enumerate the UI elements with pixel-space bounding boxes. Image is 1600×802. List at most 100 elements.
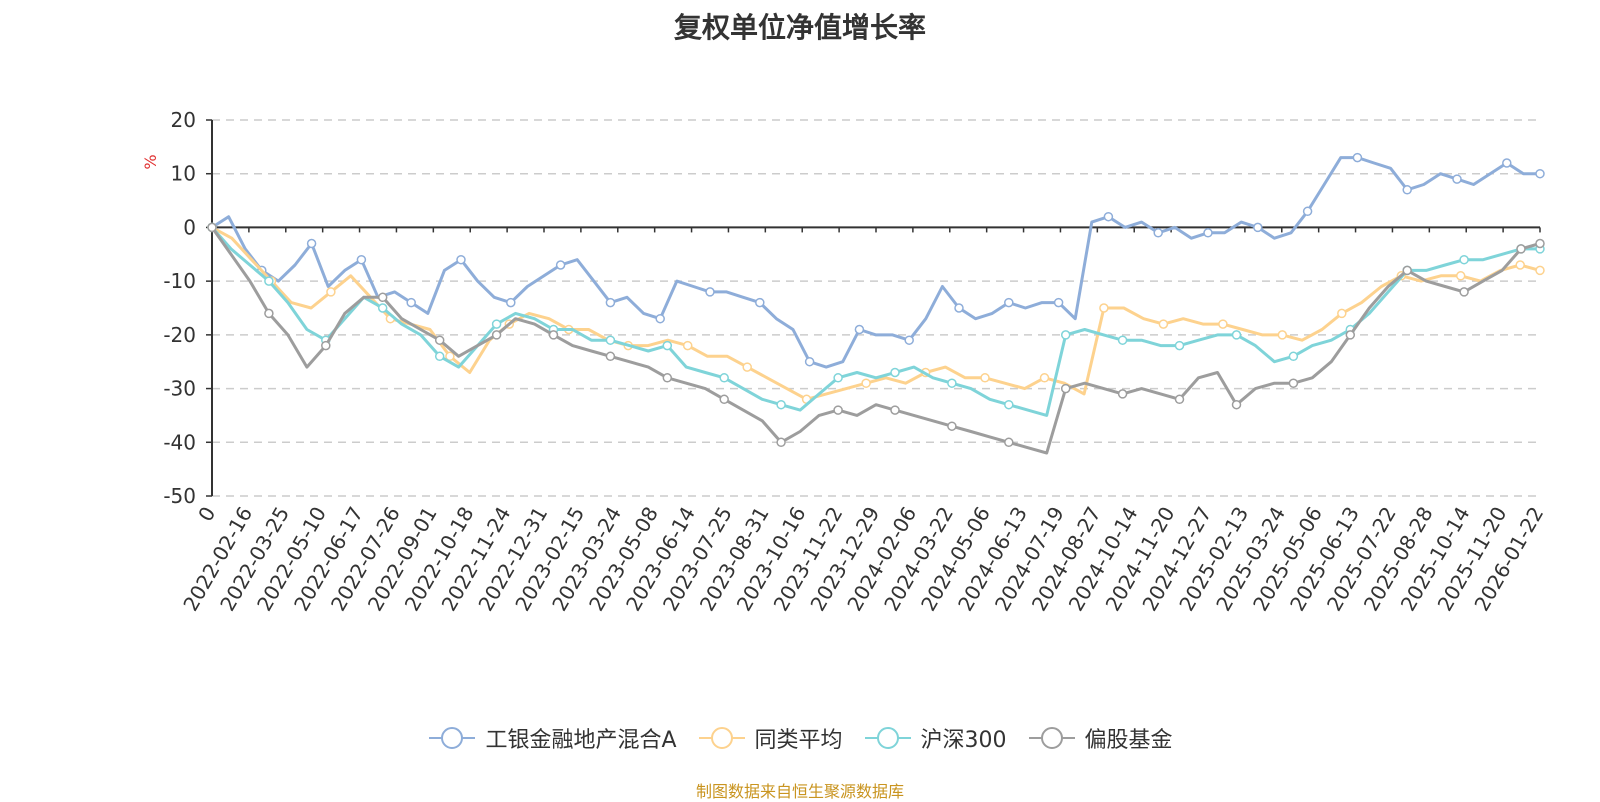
data-point <box>306 238 317 249</box>
chart-title: 复权单位净值增长率 <box>673 11 926 44</box>
data-point <box>1218 319 1228 329</box>
data-point <box>682 340 693 351</box>
data-point <box>1117 335 1128 345</box>
data-point <box>1231 330 1242 340</box>
data-point <box>1053 297 1064 308</box>
data-point <box>1502 158 1512 168</box>
data-point <box>406 297 416 308</box>
data-point <box>1117 389 1128 399</box>
data-point <box>264 308 274 319</box>
data-point <box>1060 383 1071 394</box>
data-point <box>662 340 673 351</box>
data-point <box>605 351 616 362</box>
data-point <box>1516 244 1526 254</box>
series-line-3 <box>210 226 1541 455</box>
data-point <box>833 373 843 383</box>
data-point <box>655 313 665 324</box>
data-point <box>321 340 331 351</box>
legend-label: 同类平均 <box>754 728 843 753</box>
data-point <box>434 335 445 345</box>
data-point <box>377 292 388 303</box>
data-point <box>1535 238 1545 249</box>
data-point <box>605 335 616 345</box>
data-point <box>947 421 957 431</box>
data-point <box>1277 330 1288 340</box>
data-point <box>1345 330 1356 340</box>
data-point <box>555 260 566 270</box>
data-point <box>1288 378 1299 388</box>
series-line-0 <box>211 156 1540 369</box>
y-axis-label: % <box>141 154 160 169</box>
data-point <box>456 254 466 265</box>
data-point <box>742 362 752 372</box>
data-point <box>1459 254 1469 265</box>
data-point <box>434 351 445 362</box>
data-point <box>755 297 765 308</box>
legend-item-3[interactable]: 偏股基金 <box>1027 722 1173 754</box>
y-tick-label: 0 <box>183 215 196 239</box>
legend: 工银金融地产混合A 同类平均 沪深300 偏股基金 <box>0 722 1600 754</box>
data-point <box>1515 260 1525 270</box>
data-point <box>1060 330 1071 340</box>
data-point <box>705 287 715 297</box>
legend-line-circle-icon <box>698 727 745 749</box>
data-point <box>1153 228 1163 238</box>
data-point <box>1452 174 1462 184</box>
data-point <box>1231 399 1242 410</box>
data-point <box>1203 228 1213 238</box>
legend-line-circle-icon <box>864 727 911 749</box>
data-point <box>1099 303 1109 313</box>
data-point <box>776 437 786 448</box>
data-point <box>1004 437 1014 448</box>
data-point <box>719 373 729 383</box>
data-point <box>1039 373 1050 383</box>
data-point <box>854 324 865 335</box>
axis-layer: 20100-10-20-30-40-5002022-02-162022-03-2… <box>163 108 1548 615</box>
legend-item-2[interactable]: 沪深300 <box>863 722 1007 754</box>
y-tick-label: -50 <box>163 484 196 508</box>
data-point <box>1459 287 1469 297</box>
source-note: 制图数据来自恒生聚源数据库 <box>695 782 904 801</box>
data-point <box>506 297 516 308</box>
data-point <box>207 222 217 233</box>
x-tick-label: 0 <box>193 503 220 526</box>
data-point <box>662 373 673 383</box>
data-point <box>904 335 914 345</box>
data-point <box>980 373 990 383</box>
legend-line-circle-icon <box>1028 727 1075 749</box>
data-point <box>954 303 964 313</box>
series-line-2 <box>210 226 1540 417</box>
data-point <box>1103 211 1114 222</box>
data-point <box>326 287 336 297</box>
data-point <box>548 330 559 340</box>
data-point <box>1004 297 1014 308</box>
legend-item-0[interactable]: 工银金融地产混合A <box>427 722 677 754</box>
y-tick-label: -40 <box>163 430 196 454</box>
y-tick-label: 10 <box>171 162 196 186</box>
y-tick-label: -20 <box>163 323 196 347</box>
data-point <box>356 254 367 265</box>
data-point <box>445 351 455 362</box>
data-point <box>1337 308 1347 319</box>
data-point <box>1174 394 1185 405</box>
legend-label: 偏股基金 <box>1084 728 1173 753</box>
data-point <box>890 367 900 378</box>
data-point <box>1402 265 1412 276</box>
data-point <box>833 405 843 415</box>
data-point <box>605 297 616 308</box>
legend-item-1[interactable]: 同类平均 <box>697 722 843 754</box>
grid-layer <box>212 119 1540 497</box>
data-point <box>1535 265 1545 276</box>
data-point <box>377 303 388 313</box>
data-point <box>1158 319 1169 329</box>
data-point <box>890 405 900 415</box>
data-point <box>264 276 274 286</box>
data-point <box>1174 340 1185 351</box>
y-tick-label: -10 <box>163 269 196 293</box>
data-point <box>1004 399 1014 410</box>
legend-label: 沪深300 <box>920 728 1007 753</box>
data-point <box>1253 222 1263 233</box>
data-point <box>804 356 815 367</box>
data-point <box>719 394 729 405</box>
legend-line-circle-icon <box>429 727 476 749</box>
